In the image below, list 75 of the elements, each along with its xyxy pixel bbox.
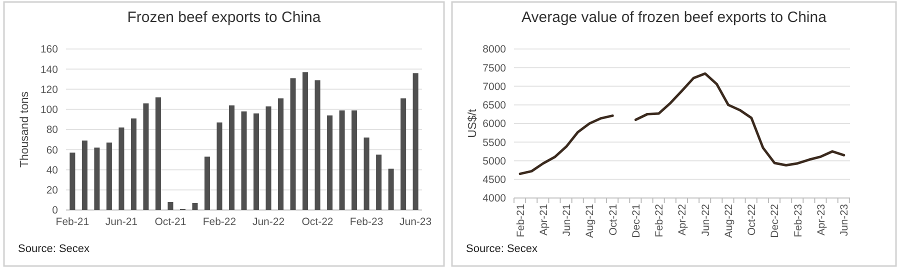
bar xyxy=(143,103,149,210)
y-tick-label: 140 xyxy=(40,64,58,76)
x-tick-label: Jun-22 xyxy=(252,216,285,228)
y-axis-title: US$/t xyxy=(467,108,479,138)
bar xyxy=(241,111,247,210)
x-tick-label: Feb-21 xyxy=(56,216,90,228)
y-tick-label: 5500 xyxy=(482,136,506,149)
bar xyxy=(290,78,296,210)
bar xyxy=(352,110,358,210)
y-tick-label: 60 xyxy=(46,144,58,156)
bar xyxy=(118,127,124,210)
y-tick-label: 7500 xyxy=(482,62,506,74)
x-tick-label: Aug-22 xyxy=(722,204,735,238)
y-tick-label: 8000 xyxy=(482,44,506,56)
bar xyxy=(339,110,345,210)
bar xyxy=(216,122,222,210)
bar xyxy=(266,106,272,210)
bar xyxy=(400,98,406,210)
bar xyxy=(82,140,88,210)
bar xyxy=(106,142,112,210)
y-tick-label: 6000 xyxy=(482,118,506,130)
bar xyxy=(228,105,235,210)
bar xyxy=(278,98,284,210)
x-tick-label: Jun-21 xyxy=(105,216,138,228)
y-tick-label: 100 xyxy=(40,104,58,116)
x-tick-label: Apr-23 xyxy=(815,204,828,236)
x-tick-label: Oct-21 xyxy=(154,216,186,228)
x-tick-label: Feb-22 xyxy=(654,204,666,238)
x-tick-label: Feb-22 xyxy=(202,216,236,228)
x-tick-label: Jun-22 xyxy=(700,204,712,236)
source-note: Source: Secex xyxy=(18,243,90,255)
bar xyxy=(388,168,394,210)
bar xyxy=(155,97,161,210)
y-tick-label: 40 xyxy=(46,164,58,176)
x-tick-label: Oct-22 xyxy=(746,204,758,236)
x-tick-label: Oct-21 xyxy=(607,204,620,236)
x-tick-label: Feb-23 xyxy=(350,216,384,228)
bar xyxy=(364,138,370,210)
x-tick-label: Feb-21 xyxy=(514,204,527,238)
bar xyxy=(376,154,382,210)
y-tick-label: 80 xyxy=(46,124,58,136)
x-tick-label: Jun-23 xyxy=(400,216,432,228)
bar xyxy=(94,148,100,210)
y-tick-label: 4500 xyxy=(482,174,506,186)
source-note: Source: Secex xyxy=(466,243,538,255)
bar xyxy=(130,118,136,210)
y-tick-label: 20 xyxy=(46,184,58,197)
bar xyxy=(192,202,198,210)
bar xyxy=(253,113,260,210)
y-tick-label: 120 xyxy=(40,84,58,96)
bar xyxy=(314,80,320,210)
x-tick-label: Dec-21 xyxy=(630,204,642,238)
x-tick-label: Apr-22 xyxy=(676,204,689,236)
y-tick-label: 6500 xyxy=(482,100,506,112)
x-tick-label: Oct-22 xyxy=(302,216,334,228)
y-axis-title: Thousand tons xyxy=(19,91,31,168)
x-tick-label: Feb-23 xyxy=(792,204,804,238)
bar xyxy=(327,115,333,210)
x-tick-label: Apr-21 xyxy=(538,204,550,236)
y-tick-label: 4000 xyxy=(482,192,506,205)
x-tick-label: Dec-22 xyxy=(769,204,782,238)
bar xyxy=(412,73,418,210)
x-tick-label: Jun-21 xyxy=(561,204,574,236)
chart-title: Frozen beef exports to China xyxy=(127,9,322,26)
y-tick-label: 7000 xyxy=(482,80,506,93)
bar xyxy=(70,152,76,210)
y-tick-label: 5000 xyxy=(482,155,506,168)
y-tick-label: 160 xyxy=(40,44,58,56)
chart-title: Average value of frozen beef exports to China xyxy=(522,9,828,26)
bar xyxy=(204,156,210,210)
y-tick-label: 0 xyxy=(52,204,58,217)
x-tick-label: Aug-21 xyxy=(584,204,596,238)
bar xyxy=(302,72,308,210)
bar xyxy=(168,202,174,210)
x-tick-label: Jun-23 xyxy=(838,204,851,236)
